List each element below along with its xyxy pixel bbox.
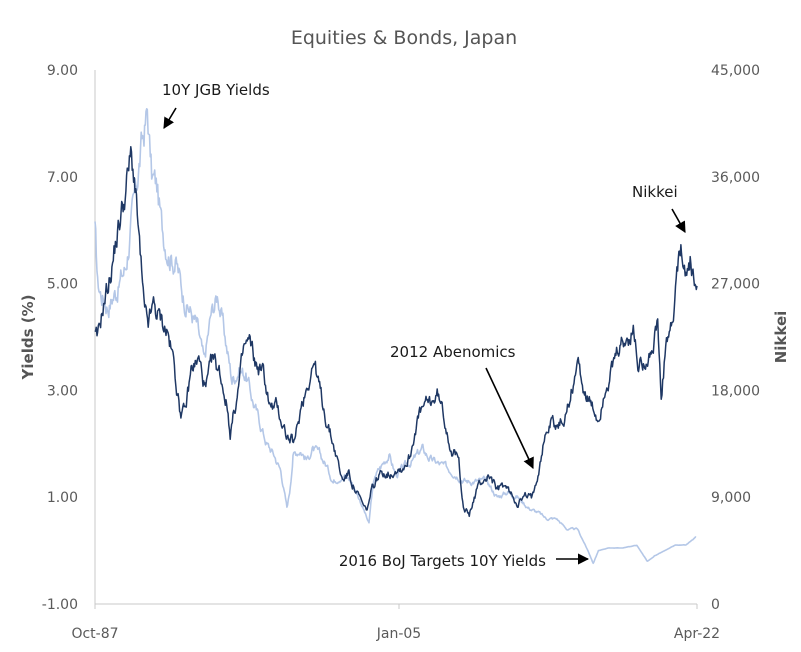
series-line-nikkei <box>94 146 698 518</box>
annotation-label: 10Y JGB Yields <box>162 81 270 99</box>
annotations-layer: 10Y JGB Yields Nikkei 2012 Abenomics 2016 B… <box>162 81 686 570</box>
y-left-tick-label: 3.00 <box>47 383 78 399</box>
y-right-tick-label: 0 <box>711 597 720 613</box>
chart-title: Equities & Bonds, Japan <box>291 27 517 49</box>
y-left-tick-label: 9.00 <box>47 63 78 79</box>
x-tick-label: Oct-87 <box>71 626 118 642</box>
y-right-tick-label: 9,000 <box>711 490 751 506</box>
y-right-tick-label: 27,000 <box>711 277 760 293</box>
series-line-jgb-yields <box>94 108 697 565</box>
annotation-arrow <box>671 208 686 233</box>
annotation-arrow <box>485 367 534 470</box>
y-left-tick-label: -1.00 <box>42 597 78 613</box>
y-axis-right-title: Nikkei <box>772 311 790 364</box>
y-left-tick-label: 1.00 <box>47 490 78 506</box>
annotation-label: 2016 BoJ Targets 10Y Yields <box>339 552 546 570</box>
x-tick-label: Jan-05 <box>376 626 421 642</box>
y-right-tick-label: 18,000 <box>711 383 760 399</box>
y-left-tick-label: 5.00 <box>47 277 78 293</box>
series-layer <box>94 108 698 565</box>
x-tick-label: Apr-22 <box>674 626 720 642</box>
y-right-tick-label: 36,000 <box>711 170 760 186</box>
annotation-arrow <box>163 107 177 129</box>
x-axis-ticks: Oct-87 Jan-05 Apr-22 <box>71 604 720 642</box>
y-right-tick-label: 45,000 <box>711 63 760 79</box>
y-axis-right-ticks: 0 9,000 18,000 27,000 36,000 45,000 <box>711 63 760 613</box>
annotation-label: 2012 Abenomics <box>390 343 516 361</box>
annotation-label: Nikkei <box>632 183 678 201</box>
y-left-tick-label: 7.00 <box>47 170 78 186</box>
y-axis-left-ticks: -1.00 1.00 3.00 5.00 7.00 9.00 <box>42 63 78 613</box>
y-axis-left-title: Yields (%) <box>19 295 37 381</box>
